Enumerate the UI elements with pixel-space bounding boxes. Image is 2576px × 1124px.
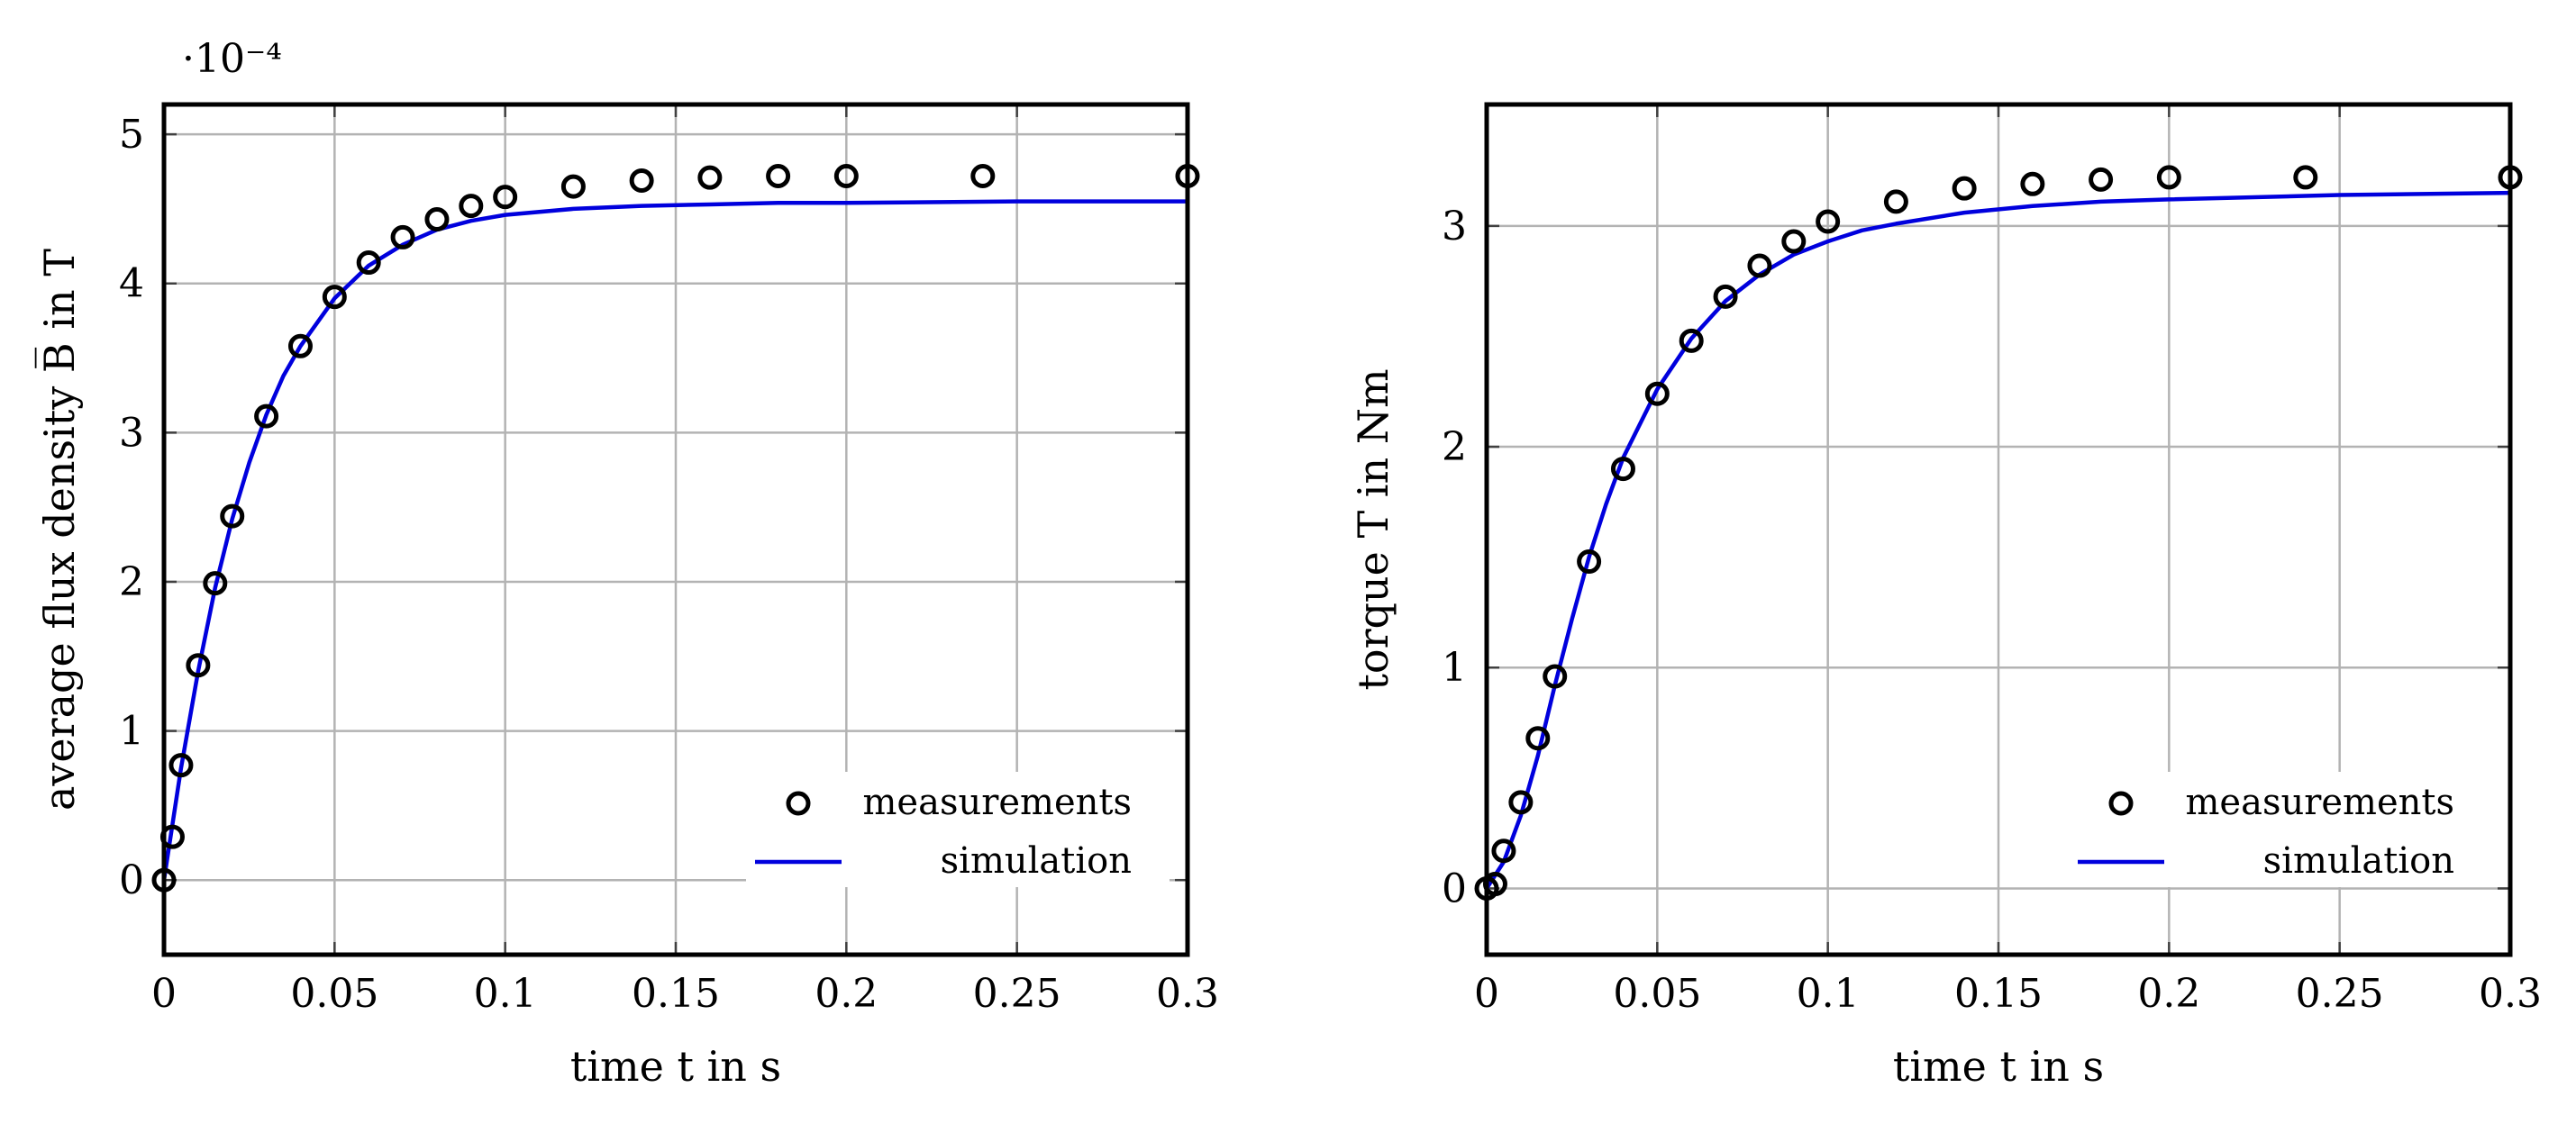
flux-y-scale-label: ·10⁻⁴ [182,36,282,82]
flux-x-tick-label: 0.05 [290,971,378,1017]
flux-measurement-point [424,207,450,232]
flux-legend-marker [786,791,811,816]
torque-legend-label-simulation: simulation [2263,840,2454,882]
flux-grid [162,104,1189,955]
torque-y-tick-label: 2 [1442,424,1467,470]
flux-x-tick-label: 0.15 [632,971,720,1017]
flux-y-tick-label: 2 [119,559,144,605]
flux-y-axis-label: average flux density B̅ in T [34,249,84,811]
flux-measurement-point [629,168,654,193]
flux-measurement-point [459,194,484,219]
flux-measurement-point [970,163,996,188]
torque-measurement-point [2293,165,2318,190]
torque-x-tick-label: 0.2 [2137,971,2200,1017]
torque-x-tick-label: 0.3 [2479,971,2542,1017]
torque-x-tick-label: 0.05 [1613,971,1701,1017]
torque-legend-label-measurements: measurements [2186,782,2455,823]
torque-measurement-point [1679,328,1704,353]
flux-measurement-point [390,224,415,249]
flux-x-tick-label: 0.1 [474,971,537,1017]
torque-y-tick-label: 1 [1442,645,1467,691]
flux-x-tick-label: 0.3 [1156,971,1219,1017]
torque-measurement-point [1525,726,1551,751]
torque-measurement-point [1491,838,1516,864]
torque-legend-marker [2108,791,2134,816]
torque-x-tick-label: 0.25 [2296,971,2384,1017]
torque-measurement-point [1952,176,1977,201]
torque-x-tick-label: 0 [1474,971,1499,1017]
flux-x-tick-label: 0.2 [815,971,878,1017]
flux-measurement-point [287,333,313,358]
torque-measurement-point [1816,209,1841,234]
flux-legend-box [746,772,1170,887]
torque-series [1474,165,2523,901]
torque-measurement-point [1883,189,1908,214]
flux-simulation-line [161,199,1188,881]
torque-measurement-point [1577,549,1602,575]
flux-measurement-point [168,753,194,778]
torque-legend: measurements simulation [2069,772,2492,887]
flux-density-chart: 0 0.05 0.1 0.15 0.2 0.25 0.3 0 1 2 3 4 5 measurements… [34,36,1219,1091]
torque-measurement-point [2156,165,2181,190]
torque-y-axis-label: torque T in Nm [1349,368,1397,690]
flux-y-tick-label: 3 [119,410,144,456]
torque-measurement-point [1781,229,1807,254]
flux-measurement-point [322,285,347,310]
flux-axes-frame [161,102,1190,957]
flux-legend-label-simulation: simulation [941,840,1132,882]
flux-x-tick-label: 0.25 [973,971,1061,1017]
torque-measurement-point [1713,284,1738,309]
torque-y-tick-label: 3 [1442,204,1467,249]
flux-measurement-point [833,163,859,188]
torque-measurement-point [1508,790,1534,815]
torque-axes-frame [1484,102,2513,957]
torque-measurement-point [2089,167,2114,192]
flux-measurement-point [186,653,211,678]
flux-y-tick-label: 1 [119,709,144,755]
torque-measurement-point [1644,381,1670,406]
flux-measurement-point [493,185,518,210]
flux-measurement-point [356,250,381,276]
flux-measurement-point [560,174,586,199]
flux-measurement-point [203,571,228,596]
flux-y-tick-label: 5 [119,112,144,158]
torque-measurement-point [1543,664,1568,689]
flux-x-tick-label: 0 [151,971,177,1017]
flux-measurement-point [697,165,723,190]
torque-x-tick-label: 0.15 [1954,971,2043,1017]
flux-measurement-point [254,403,279,429]
torque-simulation-line [1485,190,2511,890]
torque-x-tick-label: 0.1 [1797,971,1860,1017]
torque-measurement-point [2020,171,2045,196]
torque-measurement-point [1610,457,1635,482]
flux-x-axis-label: time t in s [570,1042,781,1091]
flux-measurement-point [766,163,791,188]
flux-measurement-point [220,503,245,529]
flux-legend-label-measurements: measurements [863,782,1133,823]
flux-ticks: 0 0.05 0.1 0.15 0.2 0.25 0.3 0 1 2 3 4 5 [119,104,1219,1017]
flux-legend: measurements simulation [746,772,1170,887]
flux-y-tick-label: 0 [119,857,144,903]
flux-y-tick-label: 4 [119,261,144,307]
torque-measurement-point [1747,253,1772,278]
torque-legend-box [2069,772,2492,887]
torque-y-tick-label: 0 [1442,866,1467,911]
torque-chart: 0 0.05 0.1 0.15 0.2 0.25 0.3 0 1 2 3 measurements si… [1349,102,2542,1091]
torque-x-axis-label: time t in s [1893,1042,2104,1091]
